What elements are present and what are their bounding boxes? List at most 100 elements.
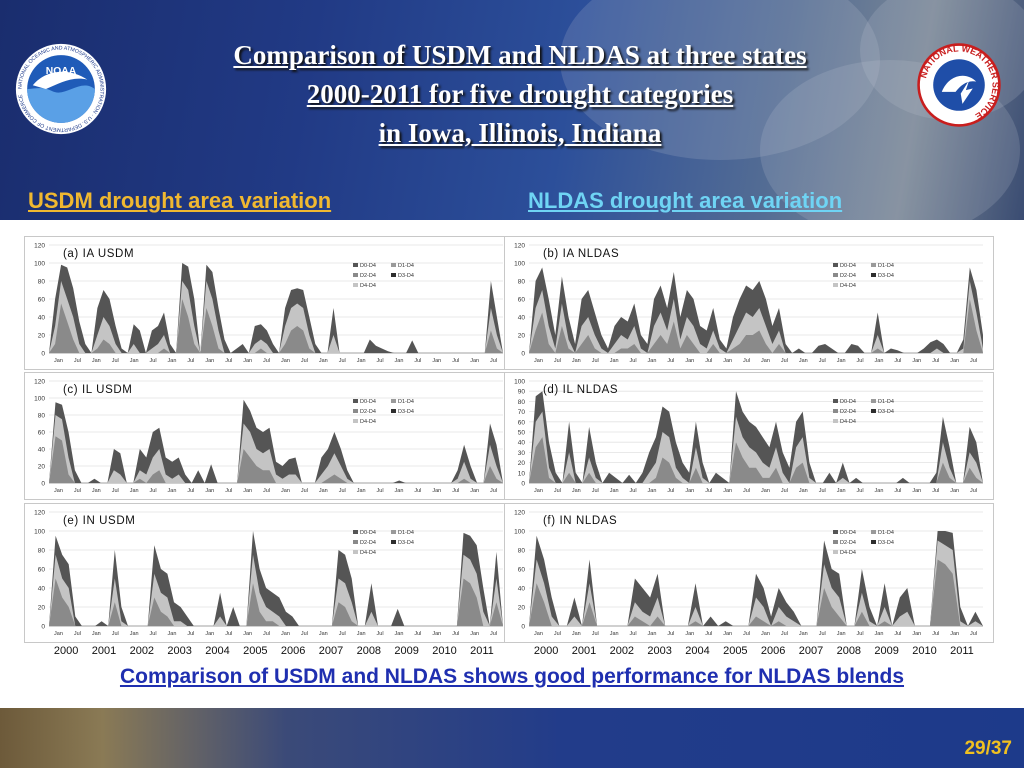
x-tick-label: Jan	[168, 631, 177, 637]
x-tick-label: Jul	[857, 358, 864, 364]
y-tick-label: 40	[518, 586, 526, 593]
legend-label: D3-D4	[878, 273, 894, 279]
x-tick-label: Jan	[54, 488, 63, 494]
x-tick-label: Jul	[452, 631, 459, 637]
legend-swatch	[353, 540, 358, 544]
y-tick-label: 100	[514, 379, 525, 386]
year-label: 2005	[243, 645, 268, 657]
x-tick-label: Jan	[168, 358, 177, 364]
x-tick-label: Jul	[263, 488, 270, 494]
x-tick-label: Jan	[130, 488, 139, 494]
chart-title: (e) IN USDM	[63, 515, 135, 527]
legend-label: D4-D4	[360, 550, 376, 556]
x-tick-label: Jan	[723, 631, 732, 637]
x-tick-label: Jul	[150, 631, 157, 637]
y-tick-label: 0	[41, 624, 45, 631]
x-tick-label: Jul	[301, 631, 308, 637]
x-tick-label: Jan	[572, 358, 581, 364]
y-tick-label: 40	[38, 315, 46, 322]
year-label: 2011	[470, 645, 494, 657]
x-tick-label: Jul	[705, 358, 712, 364]
x-tick-label: Jul	[630, 488, 637, 494]
x-tick-label: Jul	[339, 358, 346, 364]
legend-swatch	[353, 273, 358, 277]
series-d0-area	[49, 263, 503, 353]
x-tick-label: Jul	[554, 631, 561, 637]
x-tick-label: Jan	[610, 488, 619, 494]
year-label: 2010	[432, 645, 457, 657]
series-d2-area	[49, 578, 503, 626]
y-tick-label: 80	[518, 548, 526, 555]
x-tick-label: Jan	[168, 488, 177, 494]
legend-swatch	[391, 409, 396, 413]
y-tick-label: 20	[518, 460, 526, 467]
legend-swatch	[833, 540, 838, 544]
x-tick-label: Jul	[743, 631, 750, 637]
y-tick-label: 60	[38, 567, 46, 574]
series-d0-area	[529, 267, 983, 353]
area-chart: 0 20 40 60 80 100 120 Jan Jul Jan Jul Jan Jul Jan Jul J…	[34, 379, 503, 494]
x-tick-label: Jan	[534, 358, 543, 364]
y-tick-label: 40	[38, 586, 46, 593]
year-label: 2009	[874, 645, 899, 657]
year-label: 2008	[356, 645, 382, 657]
x-tick-label: Jul	[592, 488, 599, 494]
legend-label: D4-D4	[360, 283, 376, 289]
chart-title: (a) IA USDM	[63, 248, 134, 260]
x-tick-label: Jan	[357, 631, 366, 637]
x-tick-label: Jan	[534, 488, 543, 494]
y-tick-label: 20	[518, 605, 526, 612]
slide-footer	[0, 708, 1024, 768]
chart-title: (f) IN NLDAS	[543, 515, 617, 527]
legend-label: D0-D4	[840, 263, 856, 269]
series-d0-area	[49, 399, 503, 483]
x-tick-label: Jan	[799, 488, 808, 494]
area-chart: 0 20 40 60 80 100 120 Jan Jul Jan Jul Jan Jul Jan Jul J…	[514, 243, 983, 364]
year-label: 2010	[912, 645, 937, 657]
x-tick-label: Jul	[894, 631, 901, 637]
x-tick-label: Jul	[857, 488, 864, 494]
x-tick-label: Jul	[781, 631, 788, 637]
x-tick-label: Jul	[187, 488, 194, 494]
year-label: 2000	[533, 645, 559, 657]
x-tick-label: Jul	[263, 358, 270, 364]
chart-panel-il-nldas: 0 10 20 30 40 50 60 70 80 90 100 Jan Jul Jan Jul Jan Jul…	[504, 372, 994, 500]
x-tick-label: Jul	[819, 631, 826, 637]
x-tick-label: Jan	[470, 488, 479, 494]
legend-label: D3-D4	[398, 409, 414, 415]
legend-label: D1-D4	[878, 530, 894, 536]
y-tick-label: 120	[514, 510, 525, 517]
x-tick-label: Jul	[187, 358, 194, 364]
series-d1-area	[49, 281, 503, 353]
x-tick-label: Jan	[395, 488, 404, 494]
x-tick-label: Jan	[432, 358, 441, 364]
legend-swatch	[353, 550, 358, 554]
x-tick-label: Jul	[781, 358, 788, 364]
x-tick-label: Jan	[205, 631, 214, 637]
x-tick-label: Jul	[970, 358, 977, 364]
series-d0-area	[529, 391, 983, 483]
subtitle-usdm: USDM drought area variation	[28, 188, 332, 213]
y-tick-label: 100	[514, 529, 525, 536]
y-tick-label: 0	[521, 481, 525, 488]
x-tick-label: Jan	[875, 488, 884, 494]
x-tick-label: Jan	[912, 488, 921, 494]
legend-swatch	[353, 283, 358, 287]
x-tick-label: Jul	[932, 358, 939, 364]
x-tick-label: Jul	[225, 631, 232, 637]
x-tick-label: Jan	[685, 358, 694, 364]
legend-swatch	[833, 530, 838, 534]
x-tick-label: Jul	[554, 488, 561, 494]
x-tick-label: Jan	[281, 488, 290, 494]
x-tick-label: Jan	[243, 488, 252, 494]
legend-label: D3-D4	[398, 540, 414, 546]
y-tick-label: 60	[38, 430, 46, 437]
x-tick-label: Jul	[452, 358, 459, 364]
legend-swatch	[833, 419, 838, 423]
legend-label: D2-D4	[840, 273, 856, 279]
x-tick-label: Jan	[912, 358, 921, 364]
x-tick-label: Jul	[819, 358, 826, 364]
y-tick-label: 60	[38, 297, 46, 304]
legend-swatch	[391, 540, 396, 544]
x-tick-label: Jul	[414, 358, 421, 364]
